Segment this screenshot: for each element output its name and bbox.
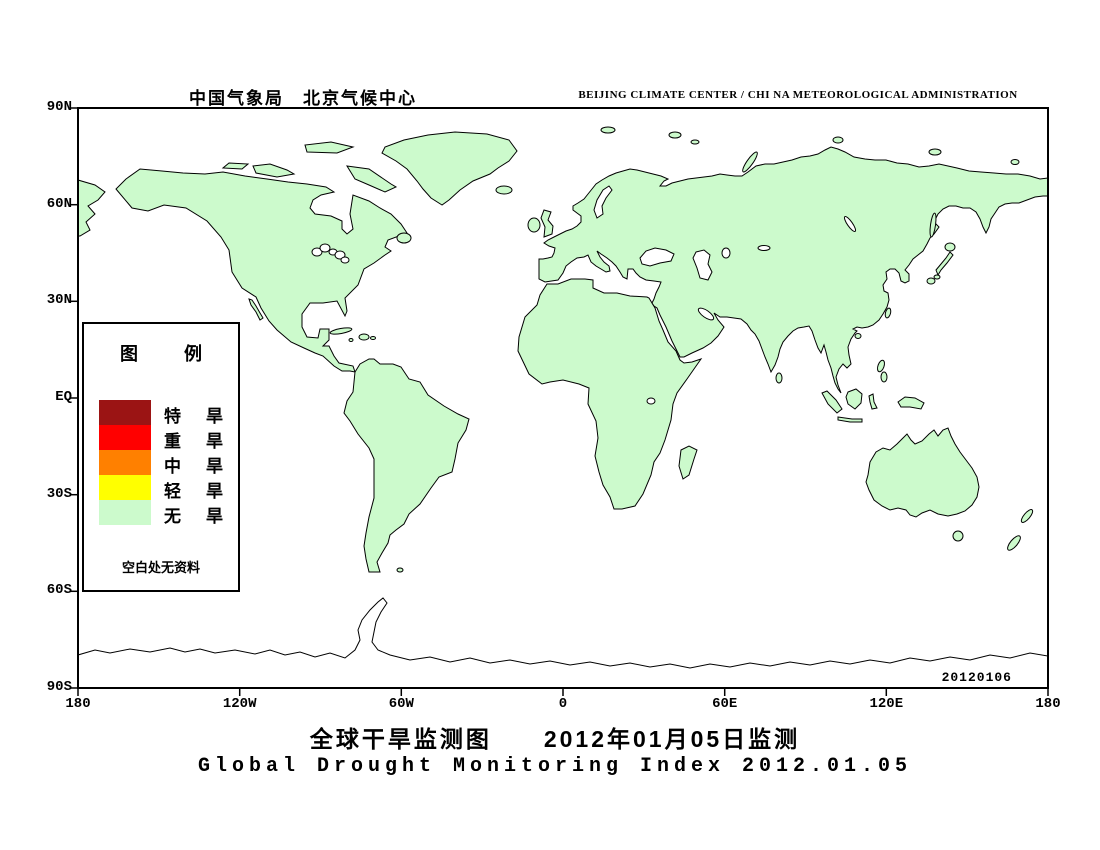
lat-label-30S: 30S: [46, 485, 72, 502]
lon-label-3-0: 0: [558, 696, 568, 712]
legend-row-light-drought: 轻 旱: [84, 475, 238, 501]
map-frame: [70, 107, 1049, 696]
legend-note: 空白处无资料: [121, 560, 200, 575]
legend-label-1: 重 旱: [164, 432, 227, 451]
lat-label-60N: 60N: [46, 195, 72, 212]
legend-swatch-3: [99, 475, 151, 500]
lat-label-EQ: EQ: [55, 389, 72, 405]
bottom-title-english: Global Drought Monitoring Index 2012.01.…: [197, 755, 913, 778]
legend-label-2: 中 旱: [164, 457, 227, 476]
legend-label-3: 轻 旱: [164, 482, 227, 501]
legend-items: 特 旱重 旱中 旱轻 旱无 旱: [84, 400, 238, 526]
lat-label-60S: 60S: [46, 582, 72, 599]
lon-label-2-60W: 60W: [388, 696, 414, 712]
date-stamp: 20120106: [941, 670, 1012, 685]
antarctica-outline: [79, 597, 1047, 687]
legend-title: 图 例: [120, 344, 216, 364]
lon-label-5-120E: 120E: [869, 696, 904, 712]
legend-row-severe-drought: 重 旱: [84, 425, 238, 451]
legend-label-4: 无 旱: [164, 507, 227, 526]
axis-ticks: [70, 107, 1049, 696]
legend-swatch-0: [99, 400, 151, 425]
header-title-english: BEIJING CLIMATE CENTER / CHI NA METEOROL…: [578, 89, 1018, 101]
bottom-title-chinese: 全球干旱监测图 2012年01月05日监测: [309, 726, 801, 752]
legend-swatch-1: [99, 425, 151, 450]
legend-label-0: 特 旱: [164, 407, 227, 426]
lon-label-0-180: 180: [65, 696, 91, 712]
legend-swatch-2: [99, 450, 151, 475]
inland-waters: [311, 185, 857, 405]
lon-label-4-60E: 60E: [712, 696, 738, 712]
legend-row-extreme-drought: 特 旱: [84, 400, 238, 426]
header-title-chinese: 中国气象局 北京气候中心: [189, 89, 417, 108]
legend-row-no-drought: 无 旱: [84, 500, 238, 526]
legend-row-moderate-drought: 中 旱: [84, 450, 238, 476]
legend-box: 图 例 特 旱重 旱中 旱轻 旱无 旱 空白处无资料: [82, 322, 240, 592]
lat-label-90N: 90N: [46, 99, 72, 115]
lat-label-90S: 90S: [46, 679, 72, 695]
legend-swatch-4: [99, 500, 151, 525]
lat-label-30N: 30N: [46, 292, 72, 309]
lon-label-6-180: 180: [1035, 696, 1061, 712]
lon-label-1-120W: 120W: [222, 696, 257, 712]
